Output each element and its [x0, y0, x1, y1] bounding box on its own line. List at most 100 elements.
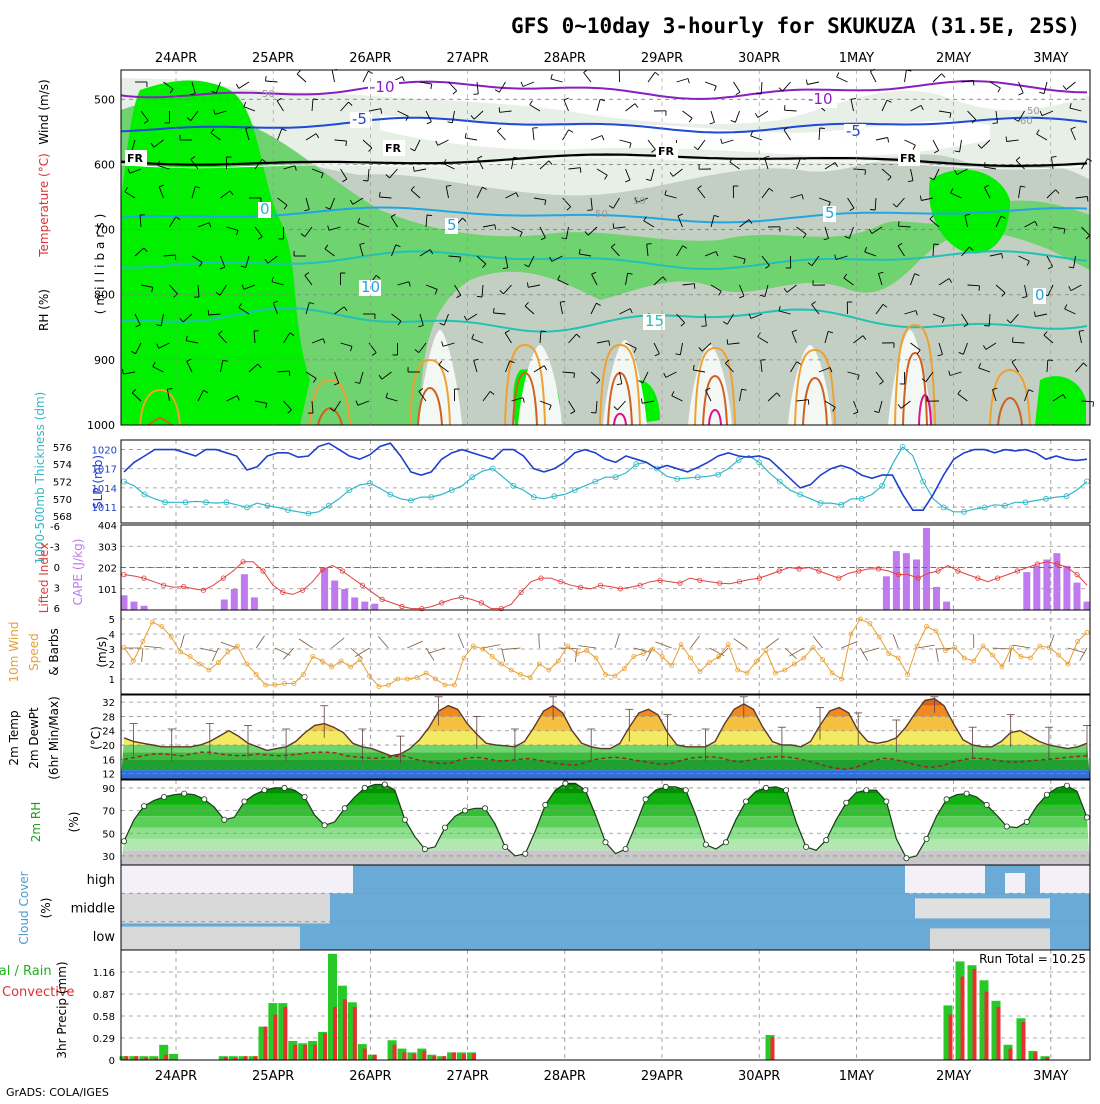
temp-band [121, 770, 1090, 774]
rh-label: RH (%) [37, 289, 51, 331]
slp-frame [121, 440, 1090, 523]
wind-barb-feather [870, 210, 875, 211]
rh2m-line-marker [282, 785, 287, 790]
pressure-tick: 900 [94, 354, 115, 367]
wind-barb-feather [346, 141, 347, 146]
temp-band [121, 695, 1090, 706]
date-label-bottom: 2MAY [936, 1069, 971, 1084]
wind10-barb [917, 645, 935, 648]
rh2m-line-marker [543, 802, 548, 807]
precip-conv-bar [462, 1054, 466, 1060]
contour-label: 0 [1035, 286, 1045, 304]
cape-bar [131, 602, 138, 610]
chart-title: GFS 0~10day 3-hourly for SKUKUZA (31.5E,… [511, 14, 1080, 38]
wind10-barb [200, 648, 217, 652]
li-label: Lifted Index [37, 543, 51, 614]
wind10-barb [483, 645, 500, 648]
precip-total-bar [169, 1054, 178, 1060]
slp-tick: 1020 [92, 446, 117, 457]
slp-label: SLP (mb) [91, 455, 105, 509]
rh2m-line-marker [723, 840, 728, 845]
rh-contour-label: 50 [633, 196, 646, 207]
wind10-barb [502, 648, 505, 662]
wind10-barb [458, 635, 464, 648]
rh2m-line-marker [142, 804, 147, 809]
cloud-high-pale4 [1040, 865, 1090, 893]
cape-bar [923, 528, 930, 610]
date-label-top: 24APR [155, 51, 197, 66]
cape-bar [371, 604, 378, 610]
temp2m-label-a: 2m Temp [7, 710, 21, 765]
precip-tick: 0.29 [93, 1034, 115, 1045]
precip-conv-bar [264, 1027, 268, 1060]
wind10-barb [539, 634, 540, 648]
rh2m-line-marker [523, 851, 528, 856]
precip-conv-bar [254, 1056, 258, 1060]
wind10-barb [862, 648, 879, 653]
contour-label: FR [385, 142, 402, 155]
contour-label: FR [658, 145, 675, 158]
date-label-bottom: 24APR [155, 1069, 197, 1084]
temp-band [121, 752, 1090, 759]
rh2m-line-marker [302, 794, 307, 799]
wind-barb-feather [363, 180, 368, 181]
wind10-barb [426, 648, 434, 661]
wind10-tick: 2 [109, 660, 115, 671]
pressure-tick: 1000 [87, 419, 115, 432]
cape-bar [351, 597, 358, 610]
cloud-high-pale [121, 865, 353, 893]
rh2m-line-marker [583, 788, 588, 793]
wind10-barb [144, 646, 162, 648]
wind-barb-feather [574, 373, 575, 378]
rh2m-line-marker [944, 797, 949, 802]
cloud-level-label: middle [71, 902, 115, 917]
date-label-top: 30APR [738, 51, 780, 66]
run-total: Run Total = 10.25 [979, 952, 1086, 966]
rh2m-line-marker [322, 823, 327, 828]
cape-bar [883, 576, 890, 610]
cloud-high-pale3 [1005, 873, 1025, 893]
temp-label: Temperature (°C) [37, 153, 51, 258]
li-tick: 6 [54, 604, 60, 615]
wind-label: Wind (m/s) [37, 79, 51, 144]
date-label-top: 26APR [349, 51, 391, 66]
wind-barb-feather [591, 412, 596, 413]
rh2m-line-marker [362, 785, 367, 790]
rh2m-line-marker [663, 784, 668, 789]
precip-tick: 0 [109, 1056, 115, 1067]
wind-barb-feather [785, 105, 786, 110]
rh2m-tick: 90 [102, 784, 115, 795]
wind-barb-feather [313, 99, 318, 100]
precip-conv-bar [353, 1007, 357, 1060]
li-tick: -6 [50, 522, 60, 533]
contour-label: FR [127, 152, 144, 165]
rh-band [121, 780, 1090, 786]
rh2m-line-marker [202, 797, 207, 802]
contour-label: -5 [846, 122, 861, 140]
cape-bar [943, 602, 950, 610]
rh2m-line-marker [463, 808, 468, 813]
wind10-barb [893, 635, 898, 649]
cape-bar [121, 595, 128, 610]
rh2m-line-marker [784, 788, 789, 793]
rh2m-line-marker [503, 844, 508, 849]
precip-conv-bar [442, 1056, 446, 1060]
wind10-label-a: 10m Wind [7, 622, 21, 683]
thickness-tick: 572 [53, 478, 72, 489]
cloud-mid-gray [121, 893, 330, 923]
wind10-barb [299, 639, 313, 648]
cape-bar [1074, 583, 1081, 610]
temp2m-tick: 20 [102, 741, 115, 752]
wind-barb-feather [460, 257, 461, 262]
date-label-top: 29APR [641, 51, 683, 66]
precip-conv-bar [432, 1056, 436, 1060]
temp2m-tick: 12 [102, 770, 115, 781]
rh2m-line-marker [683, 788, 688, 793]
precip-conv-bar [1009, 1049, 1013, 1060]
precip-conv-bar [403, 1052, 407, 1060]
rh-band [121, 816, 1090, 827]
cape-bar [331, 581, 338, 611]
rh2m-line-marker [924, 836, 929, 841]
wind-barb-feather [979, 286, 980, 291]
